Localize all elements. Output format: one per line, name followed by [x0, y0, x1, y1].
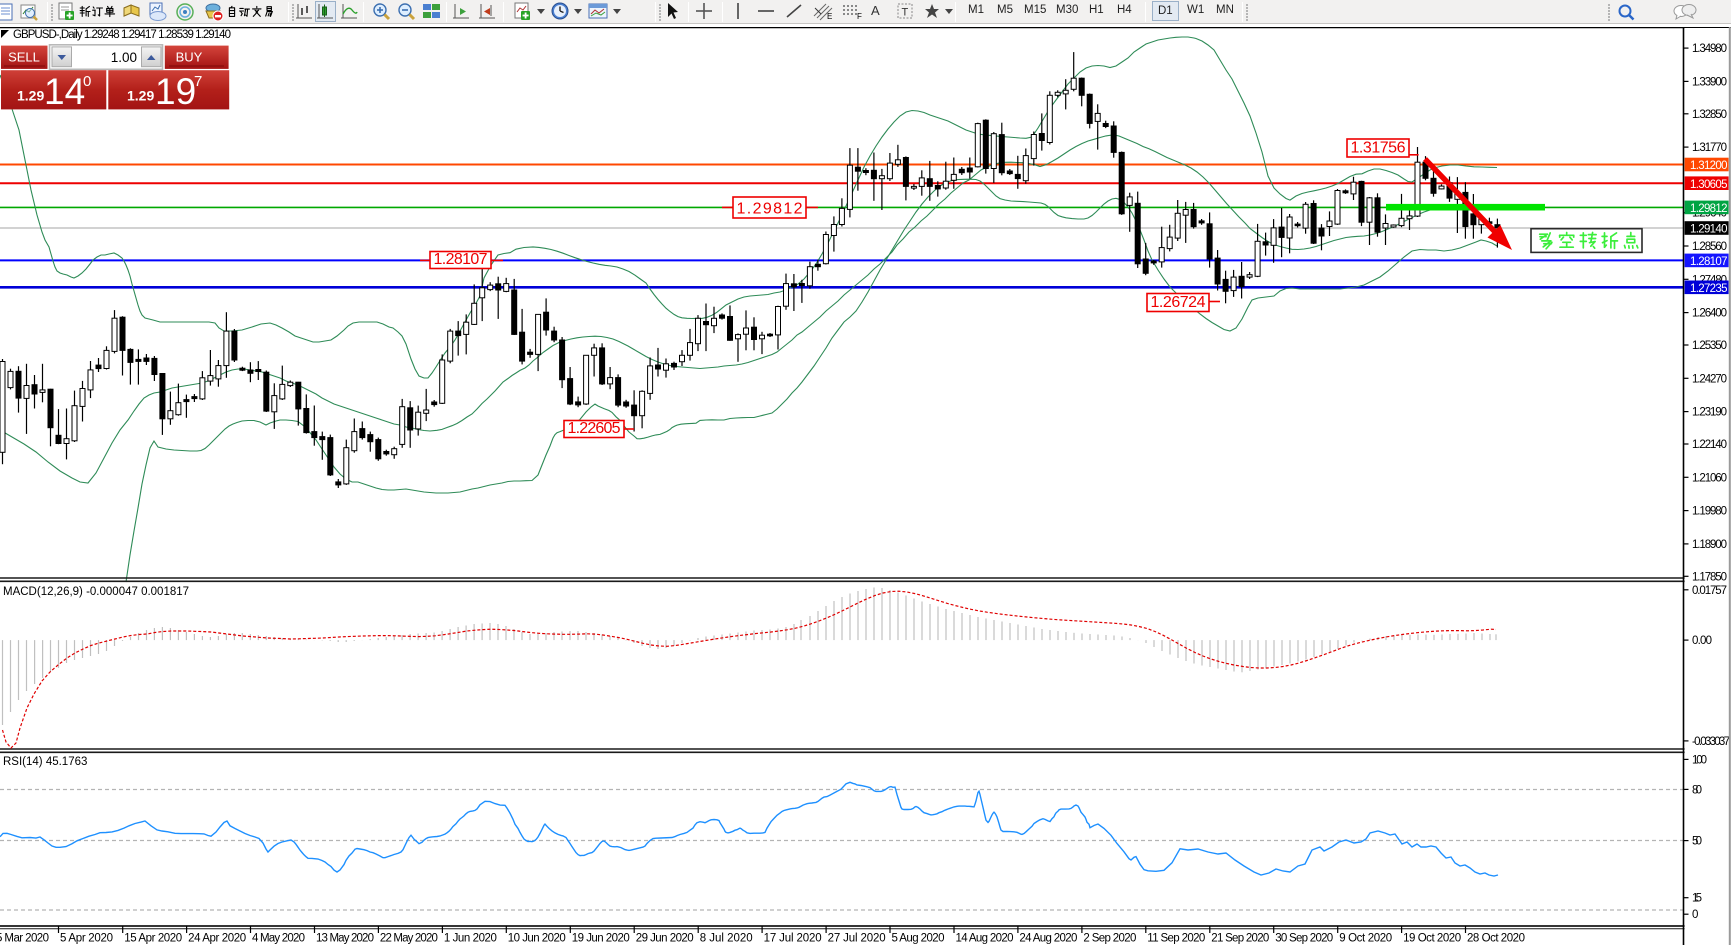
svg-text:17 Jul 2020: 17 Jul 2020 — [764, 933, 822, 945]
svg-text:28 Oct 2020: 28 Oct 2020 — [1467, 933, 1525, 945]
svg-text:10 Jun 2020: 10 Jun 2020 — [508, 933, 566, 945]
svg-text:80: 80 — [1692, 784, 1702, 796]
svg-text:1.33900: 1.33900 — [1692, 76, 1727, 88]
svg-text:MACD(12,26,9) -0.000047 0.0018: MACD(12,26,9) -0.000047 0.001817 — [3, 586, 189, 598]
svg-text:14 Aug 2020: 14 Aug 2020 — [956, 933, 1014, 945]
svg-text:27 Jul 2020: 27 Jul 2020 — [828, 933, 886, 945]
svg-text:1.29: 1.29 — [17, 88, 44, 104]
svg-text:RSI(14) 45.1763: RSI(14) 45.1763 — [3, 756, 87, 768]
svg-text:BUY: BUY — [176, 50, 203, 65]
svg-text:1.18900: 1.18900 — [1692, 539, 1727, 551]
svg-text:0.01757: 0.01757 — [1692, 585, 1727, 597]
svg-text:1.21060: 1.21060 — [1692, 472, 1727, 484]
svg-text:1.27235: 1.27235 — [1690, 283, 1728, 295]
svg-text:0: 0 — [1692, 909, 1698, 921]
svg-text:29 Jun 2020: 29 Jun 2020 — [636, 933, 694, 945]
svg-text:1.29140: 1.29140 — [1690, 224, 1728, 236]
svg-text:1.31200: 1.31200 — [1690, 160, 1728, 172]
svg-text:11 Sep 2020: 11 Sep 2020 — [1147, 933, 1205, 945]
svg-text:1.25350: 1.25350 — [1692, 340, 1727, 352]
svg-text:15: 15 — [1692, 893, 1702, 905]
svg-text:1.22140: 1.22140 — [1692, 439, 1727, 451]
svg-text:GBPUSD-,Daily 1.29248 1.29417: GBPUSD-,Daily 1.29248 1.29417 1.28539 1.… — [13, 29, 231, 41]
svg-text:1.26724: 1.26724 — [1151, 294, 1206, 311]
svg-text:1.19980: 1.19980 — [1692, 506, 1727, 518]
svg-text:4 May 2020: 4 May 2020 — [252, 933, 305, 945]
svg-text:1.24270: 1.24270 — [1692, 373, 1727, 385]
svg-text:1 Jun 2020: 1 Jun 2020 — [444, 933, 497, 945]
svg-text:T: T — [902, 7, 909, 19]
svg-text:22 May 2020: 22 May 2020 — [380, 933, 438, 945]
svg-text:5 Mar 2020: 5 Mar 2020 — [0, 933, 49, 945]
svg-text:1.28107: 1.28107 — [434, 251, 488, 268]
svg-text:1.30605: 1.30605 — [1690, 179, 1728, 191]
svg-text:9 Oct 2020: 9 Oct 2020 — [1339, 933, 1392, 945]
svg-text:1.28560: 1.28560 — [1692, 241, 1727, 253]
svg-text:1.23190: 1.23190 — [1692, 407, 1727, 419]
svg-text:1.29812: 1.29812 — [1690, 203, 1728, 215]
svg-text:19 Oct 2020: 19 Oct 2020 — [1403, 933, 1461, 945]
svg-text:E: E — [827, 12, 832, 21]
svg-text:24 Apr 2020: 24 Apr 2020 — [188, 933, 246, 945]
svg-text:-0.033037: -0.033037 — [1692, 736, 1730, 748]
svg-text:30 Sep 2020: 30 Sep 2020 — [1275, 933, 1333, 945]
svg-text:2 Sep 2020: 2 Sep 2020 — [1083, 933, 1136, 945]
svg-text:1.29: 1.29 — [127, 88, 154, 104]
svg-text:8 Jul 2020: 8 Jul 2020 — [700, 933, 753, 945]
svg-text:13 May 2020: 13 May 2020 — [316, 933, 374, 945]
svg-text:1.22605: 1.22605 — [568, 420, 621, 437]
svg-text:50: 50 — [1692, 836, 1702, 848]
svg-text:5 Apr 2020: 5 Apr 2020 — [60, 933, 113, 945]
svg-text:1.31770: 1.31770 — [1692, 142, 1727, 154]
svg-text:0.00: 0.00 — [1692, 635, 1712, 647]
svg-text:7: 7 — [194, 73, 202, 90]
svg-text:1.34980: 1.34980 — [1692, 43, 1727, 55]
svg-text:19 Jun 2020: 19 Jun 2020 — [572, 933, 630, 945]
svg-text:1.31756: 1.31756 — [1351, 140, 1406, 157]
svg-text:1.32850: 1.32850 — [1692, 109, 1727, 121]
svg-text:19: 19 — [155, 71, 196, 112]
svg-text:14: 14 — [44, 71, 85, 112]
svg-text:F: F — [857, 12, 862, 21]
svg-text:1.17850: 1.17850 — [1692, 571, 1727, 583]
svg-text:15 Apr 2020: 15 Apr 2020 — [124, 933, 182, 945]
svg-text:1.00: 1.00 — [111, 50, 137, 65]
svg-text:100: 100 — [1692, 754, 1707, 766]
svg-text:1.26400: 1.26400 — [1692, 308, 1727, 320]
svg-text:0: 0 — [83, 73, 91, 90]
svg-text:21 Sep 2020: 21 Sep 2020 — [1211, 933, 1269, 945]
svg-text:1.28107: 1.28107 — [1690, 256, 1728, 268]
svg-text:SELL: SELL — [8, 50, 40, 65]
svg-text:5 Aug 2020: 5 Aug 2020 — [892, 933, 945, 945]
svg-text:1.29812: 1.29812 — [737, 201, 803, 218]
svg-text:24 Aug 2020: 24 Aug 2020 — [1019, 933, 1077, 945]
